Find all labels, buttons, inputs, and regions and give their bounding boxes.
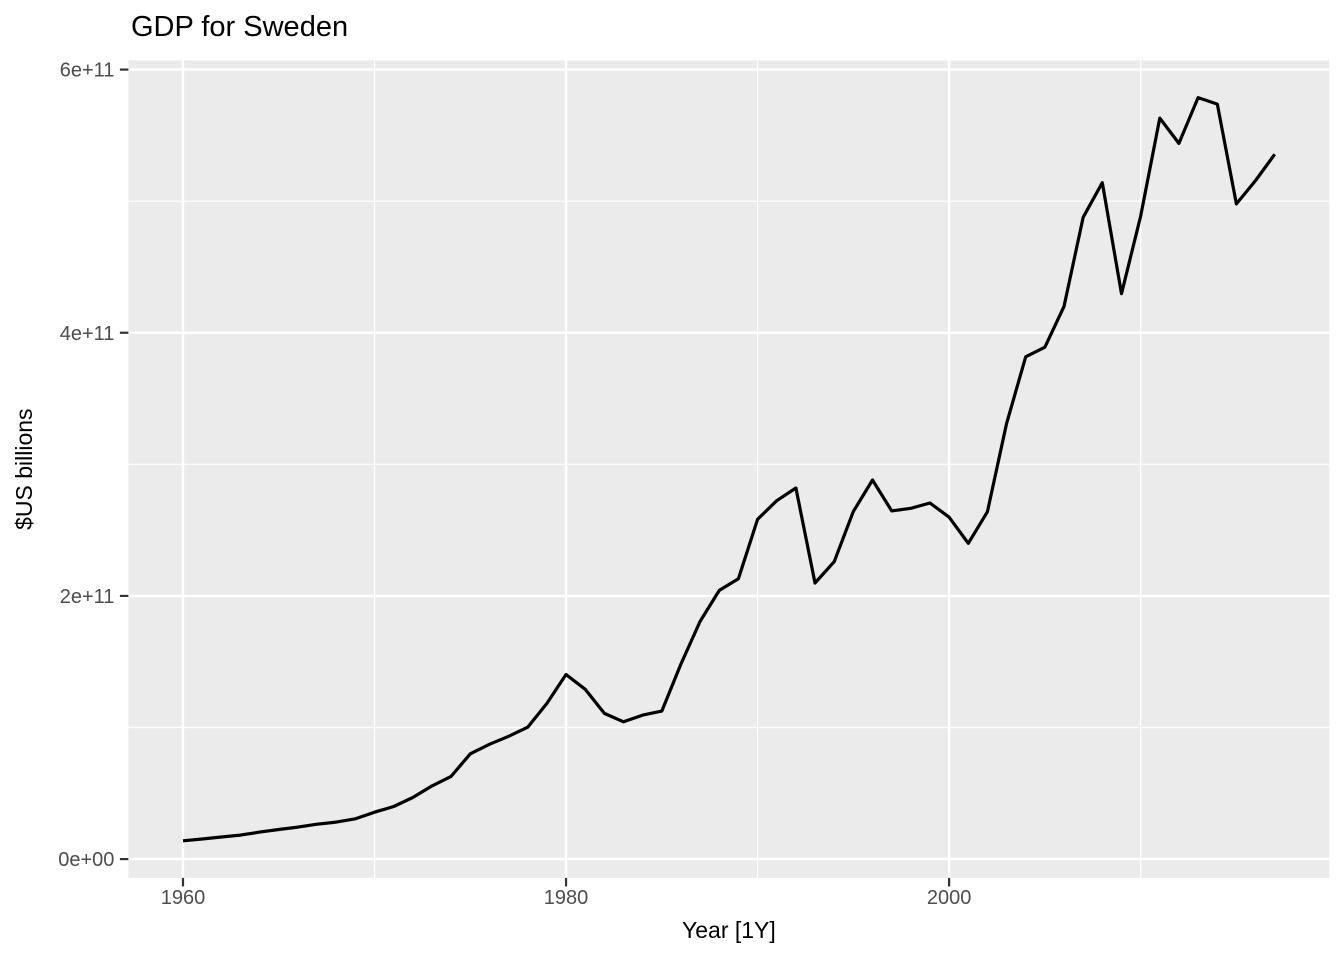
x-tick-label-1980: 1980 bbox=[544, 887, 589, 909]
y-tick-label-2e+11: 2e+11 bbox=[60, 586, 115, 608]
data-line-group bbox=[182, 95, 1276, 843]
plot-panel bbox=[128, 60, 1330, 878]
y-tick-label-4e+11: 4e+11 bbox=[60, 323, 115, 345]
major-gridlines bbox=[128, 60, 1330, 878]
chart-title: GDP for Sweden bbox=[131, 11, 348, 43]
minor-gridlines bbox=[128, 60, 1330, 878]
y-axis-title: $US billions bbox=[11, 408, 37, 529]
y-tick-label-6e+11: 6e+11 bbox=[60, 60, 115, 82]
axis-tick-marks bbox=[119, 68, 951, 887]
x-axis-title: Year [1Y] bbox=[682, 917, 776, 943]
y-tick-label-0e+00: 0e+00 bbox=[58, 849, 114, 871]
x-tick-label-1960: 1960 bbox=[161, 887, 206, 909]
gdp-data-line bbox=[182, 95, 1276, 843]
x-tick-label-2000: 2000 bbox=[927, 887, 972, 909]
axis-tick-labels: 1960 1980 2000 0e+00 2e+11 4e+11 6e+11 bbox=[58, 60, 971, 909]
